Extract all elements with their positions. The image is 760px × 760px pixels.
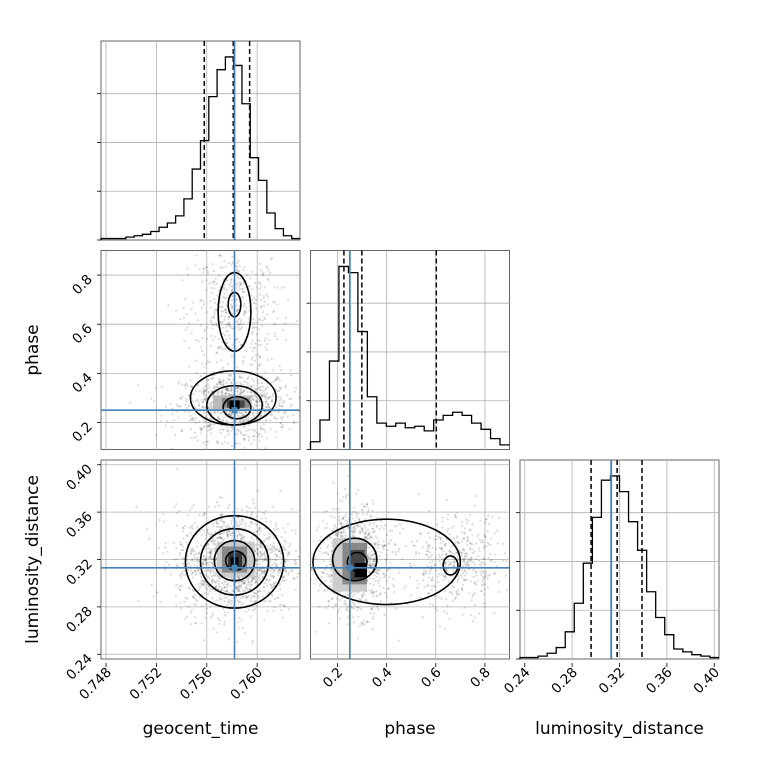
panel-phase-vs-luminosity-distance <box>310 459 510 660</box>
y-axis-label: luminosity_distance <box>23 475 43 644</box>
hist-panel-geocent-time <box>97 40 301 241</box>
contour <box>331 537 378 582</box>
x-tick-label: 0.24 <box>501 665 534 698</box>
y-tick-label: 0.36 <box>63 509 96 542</box>
y-tick-label: 0.2 <box>69 419 96 446</box>
x-tick-label: 0.40 <box>691 665 724 698</box>
hist-panel-phase <box>306 250 510 450</box>
histogram-step <box>309 265 510 450</box>
y-tick-label: 0.28 <box>63 603 96 636</box>
y-tick-label: 0.4 <box>69 370 96 397</box>
y-axis-label: phase <box>23 324 43 375</box>
y-tick-label: 0.40 <box>63 461 96 494</box>
x-tick-label: 0.760 <box>227 665 266 704</box>
contour <box>442 555 459 576</box>
x-tick-label: 0.32 <box>596 665 629 698</box>
panel-layer <box>97 40 720 660</box>
truth-marker <box>231 407 238 414</box>
y-tick-label: 0.8 <box>69 272 96 299</box>
x-tick-label: 0.36 <box>643 665 676 698</box>
contour <box>312 518 462 606</box>
x-tick-label: 0.4 <box>369 665 396 692</box>
contour <box>346 551 368 573</box>
x-tick-label: 0.756 <box>177 665 216 704</box>
contour <box>222 395 252 420</box>
y-tick-label: 0.32 <box>63 556 96 589</box>
x-tick-label: 0.752 <box>127 665 166 704</box>
panel-geocent-time-vs-phase <box>100 250 301 450</box>
contour <box>189 370 277 426</box>
panel-geocent-time-vs-luminosity-distance <box>100 459 301 660</box>
truth-marker <box>231 564 238 571</box>
histogram-step <box>519 475 719 659</box>
x-axis-label: luminosity_distance <box>535 719 704 739</box>
x-axis-label: phase <box>384 719 435 739</box>
hist-panel-luminosity-distance <box>516 459 720 660</box>
x-tick-label: 0.2 <box>320 665 347 692</box>
x-tick-label: 0.6 <box>418 665 445 692</box>
x-tick-label: 0.28 <box>548 665 581 698</box>
x-tick-label: 0.8 <box>467 665 494 692</box>
x-axis-label: geocent_time <box>143 719 259 739</box>
histogram-step <box>100 56 300 240</box>
truth-marker <box>346 564 353 571</box>
y-tick-label: 0.6 <box>69 321 96 348</box>
